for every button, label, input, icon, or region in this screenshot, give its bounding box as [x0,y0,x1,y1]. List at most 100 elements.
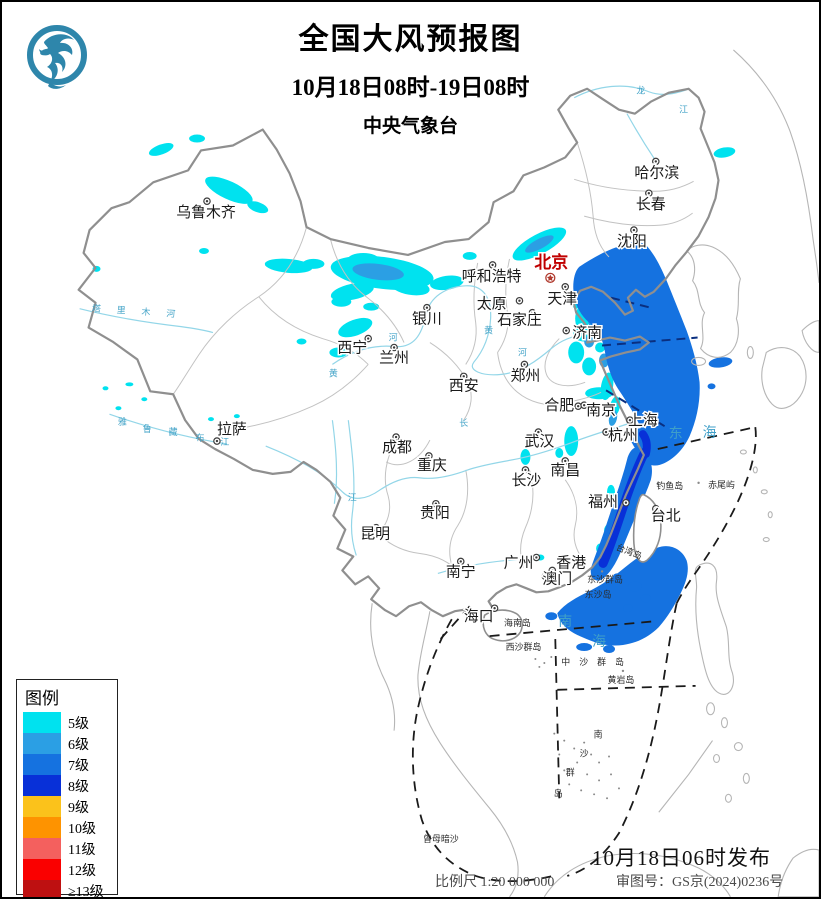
city-label: 乌鲁木齐 [176,204,236,221]
city-dot-center [434,502,438,505]
city-label: 西安 [449,377,479,394]
island-label: 曾母暗沙 [423,833,459,844]
island-label: 东沙岛 [585,588,612,599]
maritime-dashed-lines [411,426,757,883]
city-label: 贵阳 [420,505,450,522]
island-specks [534,481,700,800]
island-label: 岛 [554,787,563,798]
river-label: 长 [459,417,468,428]
island-label: 钓鱼岛 [656,480,683,491]
foreign-coastlines [370,49,819,897]
city-label: 沈阳 [617,233,647,250]
city-天津: 天津 [546,283,579,309]
sea-label: 东 [669,426,683,442]
city-label: 杭州 [608,427,638,444]
legend-label: 8级 [68,779,89,795]
legend-label: 6级 [68,737,89,753]
city-dot-center [425,306,429,309]
city-重庆: 重庆 [415,452,448,475]
city-太原: 太原 [475,294,524,314]
legend-swatch [23,733,61,754]
city-dot-center [576,405,580,408]
river-label: 鲁 [143,423,152,434]
legend-swatch [23,712,61,733]
city-dot-center [544,575,547,578]
city-label: 石家庄 [497,311,542,329]
city-dot-center [427,454,431,458]
city-label: 长沙 [512,472,542,489]
legend-label: 5级 [68,716,89,732]
legend-item: 10级 [23,817,117,838]
legend-swatch [23,880,61,897]
river-label: 藏 [169,426,178,437]
river-label: 龙 [636,85,645,96]
city-贵阳: 贵阳 [418,499,451,523]
capital-label: 北京 [534,252,568,272]
island-label: 群 [566,766,575,777]
city-西宁: 西宁 [336,334,372,358]
legend-swatch [23,817,61,838]
legend-item: 7级 [23,754,117,775]
legend-label: 7级 [68,758,89,774]
city-西安: 西安 [447,372,480,396]
city-label: 西宁 [337,339,367,356]
legend-swatch [23,838,61,859]
city-label: 武汉 [524,433,554,450]
city-label: 广州 [504,554,534,571]
city-福州: 福州 [587,492,630,512]
city-dot-center [205,200,209,203]
city-dot-center [654,160,657,163]
city-dot-center [632,228,636,232]
legend-title: 图例 [25,689,59,708]
island-label: 赤尾屿 [708,480,735,490]
river-label: 河 [518,346,527,357]
city-label: 济南 [572,325,602,342]
legend-rows: 5级 6级 7级 8级 9级 10级 11级 12级 ≥13级 [23,712,117,897]
legend-swatch [23,754,61,775]
city-dot-center [654,507,657,510]
city-dot-center [537,430,540,434]
city-乌鲁木齐: 乌鲁木齐 [175,197,237,223]
city-长沙: 长沙 [510,466,543,490]
city-昆明: 昆明 [359,523,392,544]
city-海口: 海口 [462,604,499,627]
city-label: 昆明 [360,526,390,543]
city-南宁: 南宁 [444,557,477,582]
island-label: 海南岛 [504,617,531,628]
legend-label: 12级 [68,863,96,879]
island-label: 中沙群岛 [561,656,633,667]
city-label: 拉萨 [217,421,247,438]
city-成都: 成都 [381,433,414,457]
city-dot-center [535,556,538,559]
city-dot-center [374,526,378,529]
river-label: 布 [196,432,205,443]
island-label: 东沙群岛 [587,573,623,584]
city-label: 香港 [556,554,586,571]
city-label: 上海 [628,412,658,429]
city-label: 福州 [588,494,618,511]
legend-item: 11级 [23,838,117,859]
city-dot-center [523,363,526,366]
legend: 图例 5级 6级 7级 8级 9级 10级 11级 12级 ≥13级 [16,679,118,897]
city-长春: 长春 [634,189,667,215]
sea-label: 南 [558,614,572,630]
river-label: 江 [220,437,229,447]
city-dot-center [624,501,628,504]
river-label: 江 [679,105,688,115]
river-label: 江 [348,493,357,503]
city-dot-center [491,263,494,267]
river-label: 河 [389,332,398,343]
city-dot-center [551,569,554,572]
city-武汉: 武汉 [523,428,556,452]
city-杭州: 杭州 [602,426,639,446]
issue-time: 10月18日06时发布 [592,846,771,870]
cma-logo-icon [24,22,90,92]
legend-item: 12级 [23,859,117,880]
city-上海: 上海 [626,411,659,431]
river-label: 黄 [484,325,493,336]
city-label: 南京 [586,402,616,419]
legend-item: 9级 [23,796,117,817]
city-拉萨: 拉萨 [213,420,248,445]
